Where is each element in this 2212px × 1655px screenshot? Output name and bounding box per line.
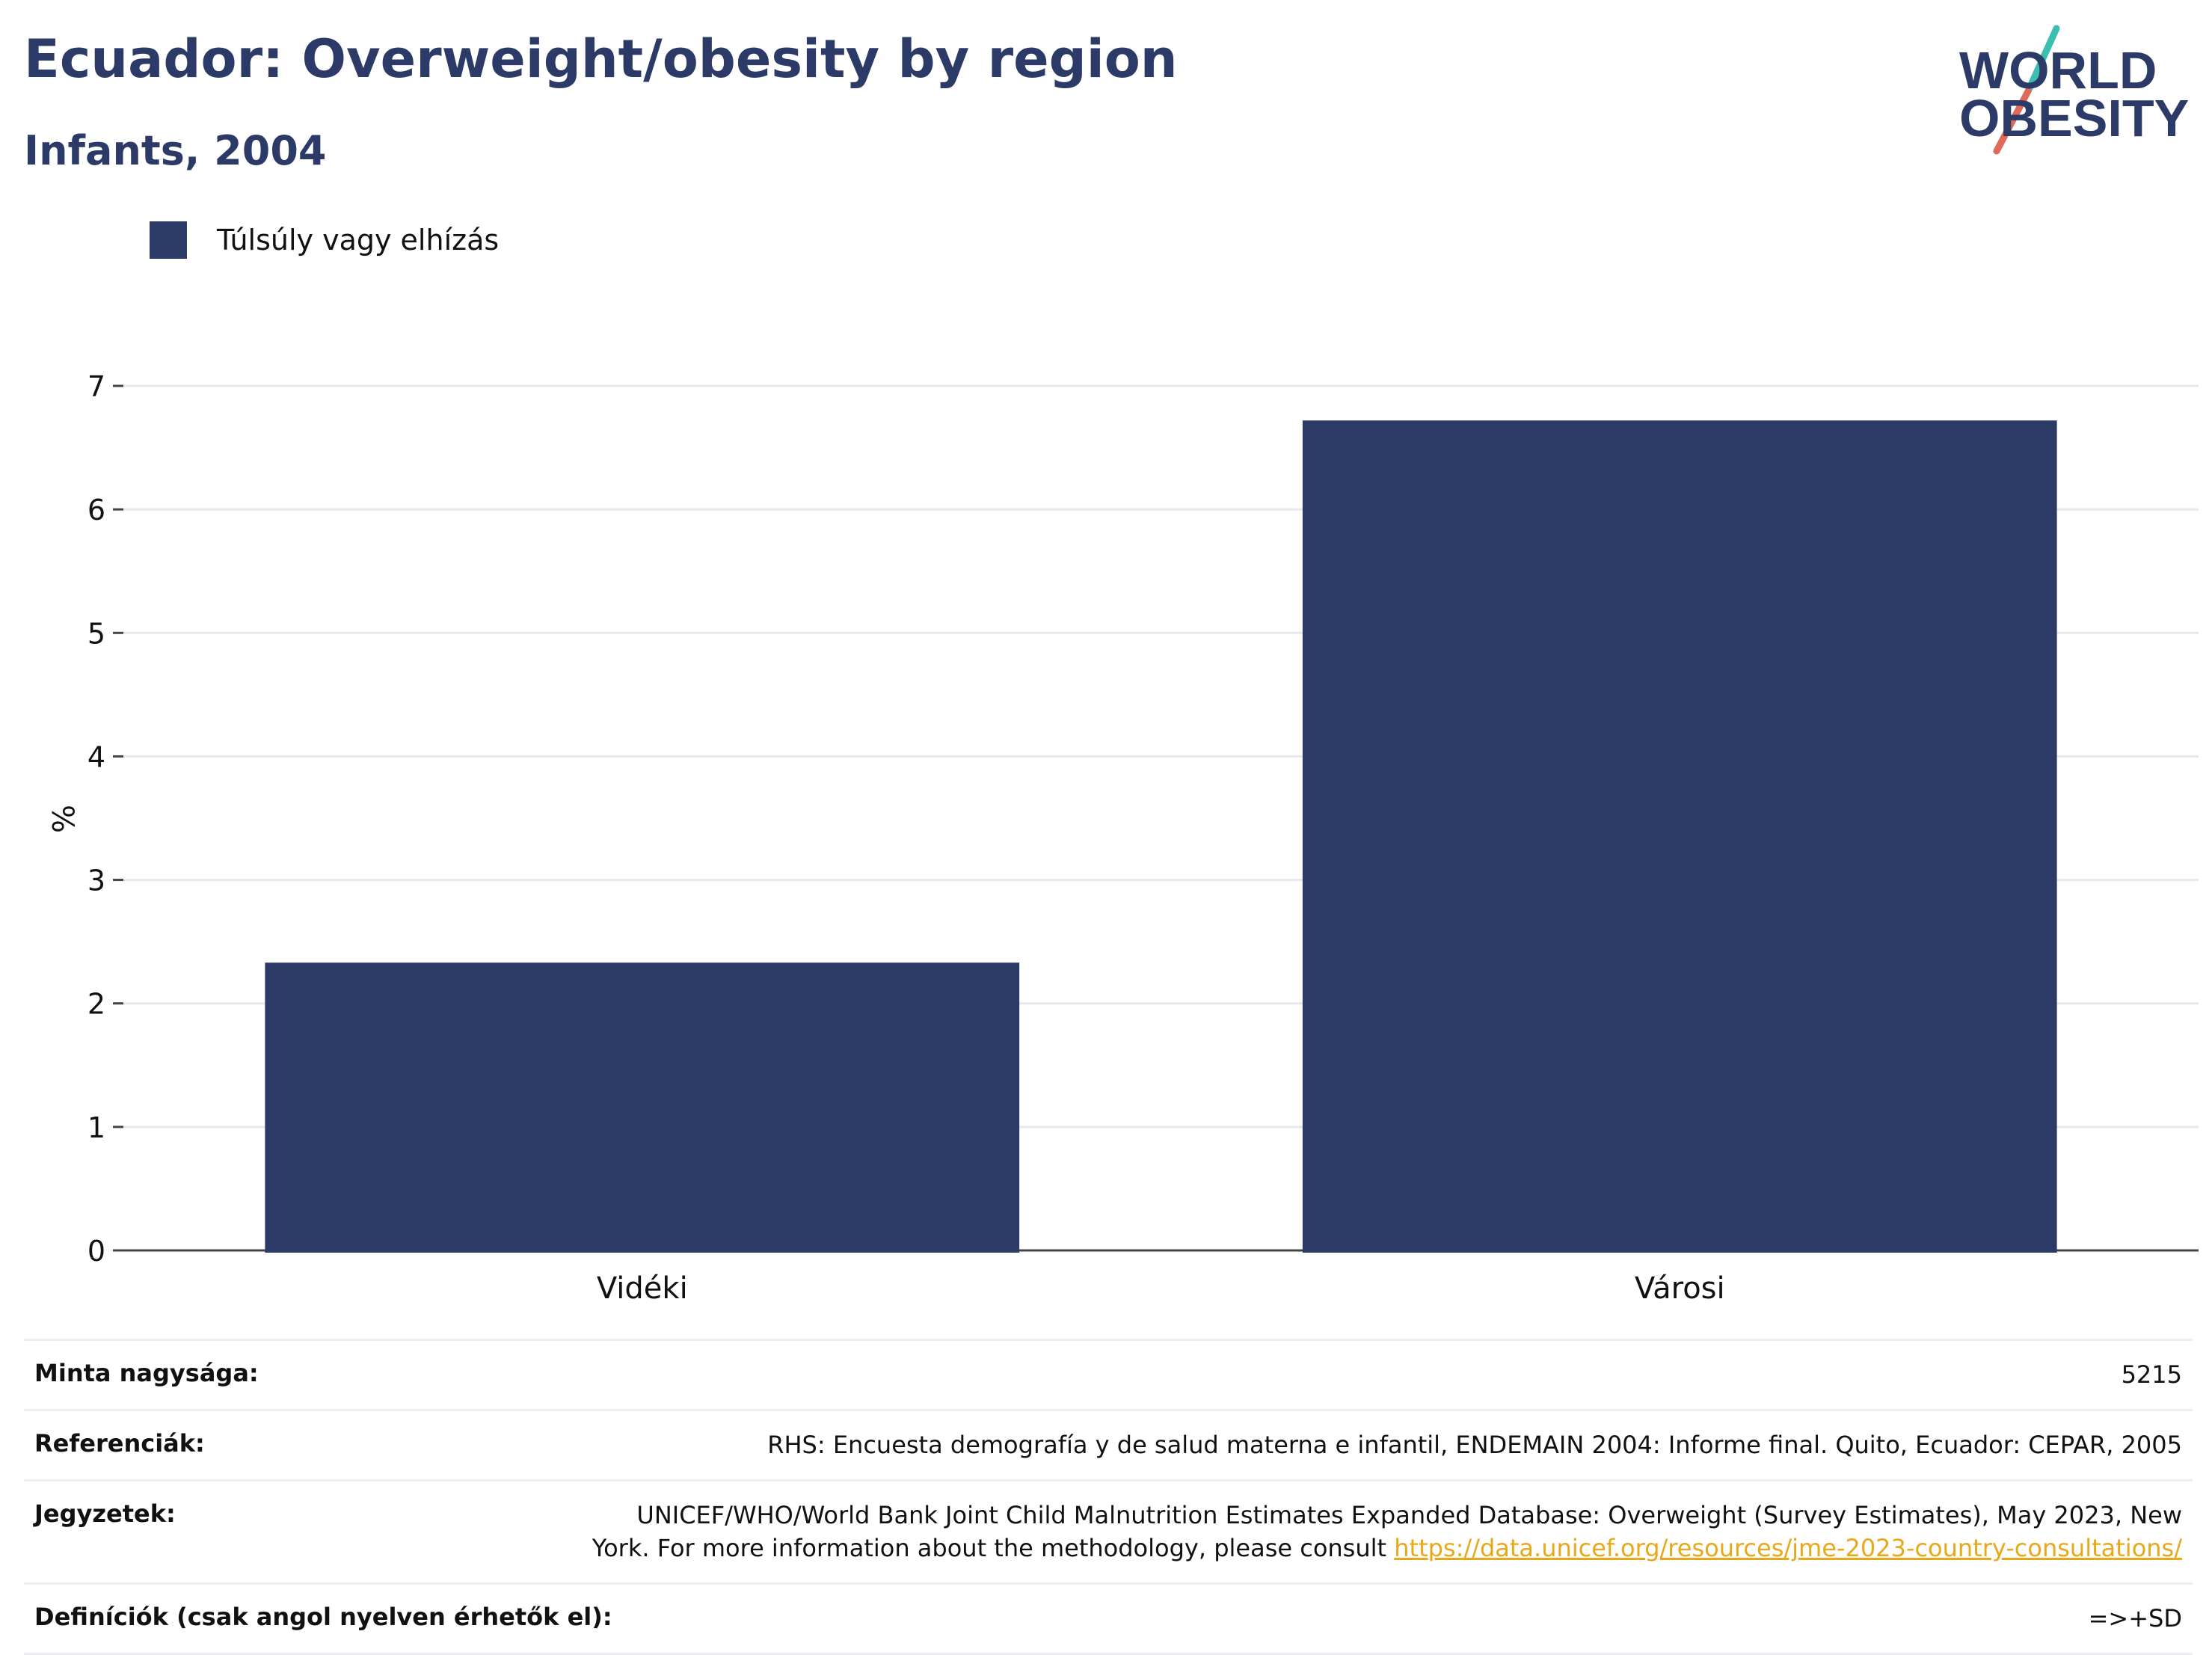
legend[interactable]: Túlsúly vagy elhízás <box>150 221 499 259</box>
legend-swatch <box>150 221 187 259</box>
chart-title: Ecuador: Overweight/obesity by region <box>24 28 1178 90</box>
references-label: Referenciák: <box>34 1429 205 1458</box>
y-tick-label: 1 <box>87 1111 105 1144</box>
y-tick-label: 3 <box>87 865 105 897</box>
x-tick-label: Városi <box>1635 1271 1725 1301</box>
definitions-label: Definíciók (csak angol nyelven érhetők e… <box>34 1602 612 1631</box>
y-tick-label: 6 <box>87 494 105 526</box>
y-tick-label: 0 <box>87 1235 105 1268</box>
references-value: RHS: Encuesta demografía y de salud mate… <box>767 1431 2182 1460</box>
y-tick-label: 4 <box>87 740 105 773</box>
y-tick-label: 5 <box>87 617 105 650</box>
meta-row-notes: Jegyzetek: UNICEF/WHO/World Bank Joint C… <box>24 1479 2193 1582</box>
chart-subtitle: Infants, 2004 <box>24 127 327 174</box>
notes-value: UNICEF/WHO/World Bank Joint Child Malnut… <box>574 1499 2182 1564</box>
legend-label: Túlsúly vagy elhízás <box>217 224 500 257</box>
logo-line1: WORLD <box>1959 41 2157 99</box>
methodology-link[interactable]: https://data.unicef.org/resources/jme-20… <box>1394 1533 2182 1562</box>
y-tick-label: 2 <box>87 988 105 1021</box>
sample-size-value: 5215 <box>2121 1360 2182 1389</box>
world-obesity-logo: WORLD OBESITY <box>1959 25 2189 155</box>
sample-size-label: Minta nagysága: <box>34 1359 259 1387</box>
meta-row-definitions: Definíciók (csak angol nyelven érhetők e… <box>24 1582 2193 1655</box>
meta-row-sample-size: Minta nagysága: 5215 <box>24 1339 2193 1409</box>
notes-text: UNICEF/WHO/World Bank Joint Child Malnut… <box>592 1501 2182 1562</box>
notes-label: Jegyzetek: <box>34 1499 176 1529</box>
y-tick-label: 7 <box>87 370 105 403</box>
definitions-value: =>+SD <box>2088 1603 2182 1633</box>
meta-row-references: Referenciák: RHS: Encuesta demografía y … <box>24 1409 2193 1479</box>
logo-line2: OBESITY <box>1959 89 2189 147</box>
bar-városi[interactable] <box>1302 420 2057 1253</box>
bar-chart: 0 1 2 3 4 5 6 7 Vidéki Városi % <box>45 370 2199 1301</box>
x-tick-label: Vidéki <box>597 1271 688 1301</box>
bar-vidéki[interactable] <box>265 962 1020 1253</box>
y-axis-label: % <box>45 805 79 833</box>
metadata-table: Minta nagysága: 5215 Referenciák: RHS: E… <box>24 1339 2193 1655</box>
